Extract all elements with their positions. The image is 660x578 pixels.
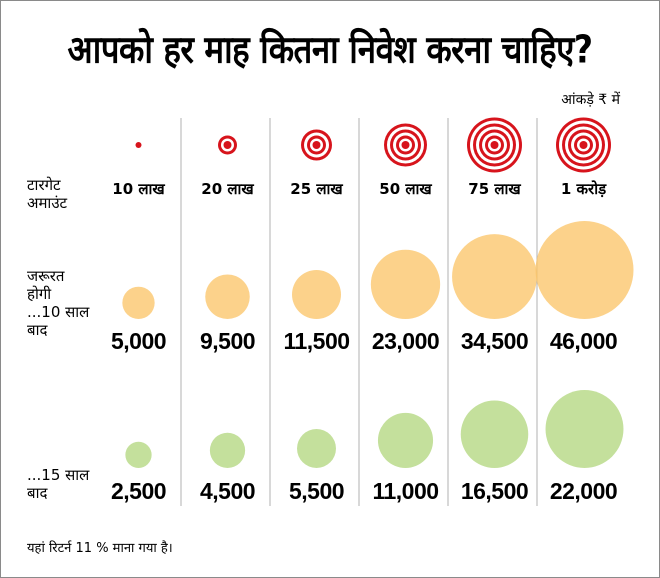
- row-label-target-amount: टारगेट अमाउंट: [27, 176, 67, 212]
- target-center-dot: [490, 141, 499, 149]
- target-center-dot: [401, 141, 410, 149]
- target-icon: [218, 135, 237, 155]
- bubble-15-years: [125, 441, 152, 468]
- row-label-line: बाद: [27, 484, 48, 502]
- row-label-after-15-years: ...15 साल बाद: [27, 466, 89, 502]
- target-amount-label: 50 लाख: [379, 180, 432, 198]
- value-10-years: 5,000: [111, 328, 166, 354]
- row-label-line: टारगेट: [27, 176, 61, 194]
- bubble-15-years: [545, 390, 624, 468]
- bubble-15-years: [209, 432, 246, 468]
- value-10-years: 34,500: [461, 328, 528, 354]
- value-15-years: 5,500: [289, 478, 344, 504]
- row-label-line: होगी: [27, 285, 52, 303]
- value-10-years: 9,500: [200, 328, 255, 354]
- value-15-years: 4,500: [200, 478, 255, 504]
- bubble-10-years: [292, 270, 341, 319]
- bubble-10-years: [535, 221, 634, 319]
- target-icon: [301, 129, 332, 161]
- row-label-line: जरूरत: [27, 267, 65, 285]
- value-10-years: 46,000: [550, 328, 617, 354]
- row-label-line: ...15 साल: [27, 466, 90, 484]
- bubble-15-years: [297, 429, 336, 468]
- target-icon: [135, 142, 142, 148]
- footnote: यहां रिटर्न 11 % माना गया है।: [27, 541, 173, 556]
- target-amount-label: 20 लाख: [201, 180, 254, 198]
- value-10-years: 23,000: [372, 328, 439, 354]
- unit-note: आंकड़े ₹ में: [561, 92, 620, 108]
- target-amount-label: 75 लाख: [468, 180, 521, 198]
- bubble-15-years: [460, 400, 529, 468]
- value-15-years: 11,000: [372, 478, 438, 504]
- bubble-15-years: [377, 412, 434, 468]
- bubble-10-years: [370, 249, 441, 319]
- target-center-dot: [579, 141, 588, 149]
- value-15-years: 16,500: [461, 478, 528, 504]
- target-amount-label: 10 लाख: [112, 180, 165, 198]
- value-10-years: 11,500: [283, 328, 349, 354]
- bubble-10-years: [452, 234, 537, 319]
- target-icon: [556, 117, 611, 173]
- target-center-dot: [223, 141, 232, 149]
- row-label-after-10-years: जरूरत होगी ...10 साल बाद: [27, 267, 89, 339]
- row-label-line: बाद: [27, 321, 48, 339]
- value-15-years: 22,000: [550, 478, 617, 504]
- row-label-line: ...10 साल: [27, 303, 90, 321]
- target-amount-label: 25 लाख: [290, 180, 343, 198]
- target-icon: [467, 117, 522, 173]
- row-label-line: अमाउंट: [27, 194, 68, 212]
- value-15-years: 2,500: [111, 478, 166, 504]
- bubble-10-years: [122, 286, 155, 319]
- target-amount-label: 1 करोड़: [561, 180, 607, 198]
- target-center-dot: [135, 142, 142, 148]
- bubble-10-years: [205, 274, 250, 319]
- target-center-dot: [312, 141, 321, 149]
- page-title: आपको हर माह कितना निवेश करना चाहिए?: [67, 26, 594, 72]
- target-icon: [384, 123, 427, 167]
